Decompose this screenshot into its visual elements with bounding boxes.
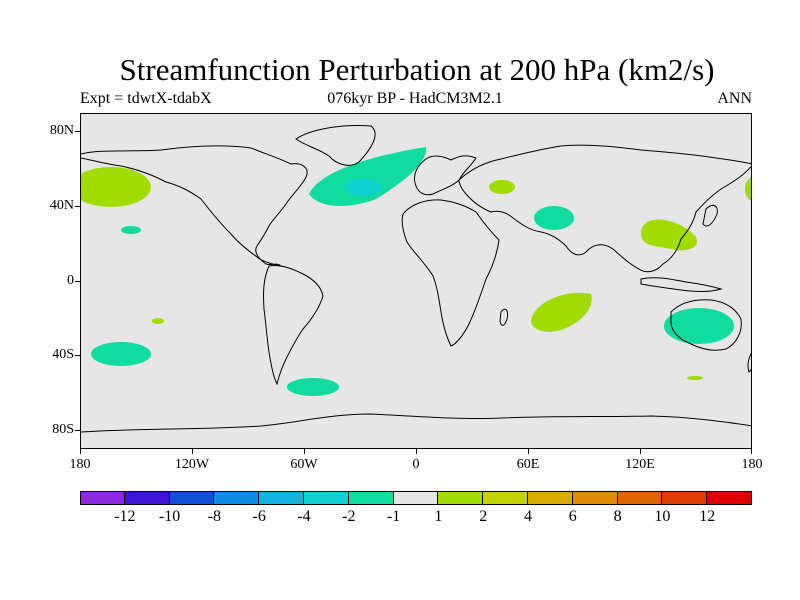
coastline-north-america bbox=[81, 145, 308, 267]
lon-label-120w: 120W bbox=[174, 457, 210, 472]
anomaly-negative-australia bbox=[664, 308, 734, 344]
colorbar-label: 8 bbox=[613, 508, 622, 525]
colorbar-label: 6 bbox=[568, 508, 577, 525]
coastline-japan bbox=[702, 204, 718, 227]
colorbar-swatch bbox=[617, 491, 663, 505]
colorbar-swatch bbox=[214, 491, 260, 505]
lat-label-40s: 40S bbox=[52, 347, 74, 362]
map-title: Streamfunction Perturbation at 200 hPa (… bbox=[119, 52, 715, 87]
colorbar-swatch bbox=[483, 491, 528, 505]
lat-tick bbox=[75, 206, 80, 207]
map-canvas bbox=[81, 125, 751, 433]
coastline-madagascar bbox=[499, 308, 508, 326]
lon-tick bbox=[416, 449, 417, 454]
colorbar-swatch bbox=[124, 491, 170, 505]
lon-tick bbox=[304, 449, 305, 454]
lon-tick bbox=[528, 449, 529, 454]
colorbar-swatch bbox=[80, 491, 125, 505]
lon-tick bbox=[751, 449, 752, 454]
colorbar-label: -4 bbox=[297, 508, 311, 525]
lon-label-120e: 120E bbox=[625, 457, 655, 472]
colorbar-label: 10 bbox=[654, 508, 671, 525]
coastline-asia bbox=[458, 144, 751, 273]
colorbar-label: -12 bbox=[114, 508, 136, 525]
lat-label-0: 0 bbox=[67, 273, 74, 288]
lat-label-80s: 80S bbox=[52, 422, 74, 437]
colorbar-swatch bbox=[572, 491, 618, 505]
lat-tick bbox=[75, 281, 80, 282]
anomaly-negative-north-atlantic-core bbox=[345, 178, 381, 196]
experiment-label: Expt = tdwtX-tdabX bbox=[80, 90, 212, 107]
colorbar-label: 4 bbox=[524, 508, 532, 525]
coastline-africa bbox=[401, 199, 500, 347]
colorbar-swatch bbox=[259, 491, 304, 505]
season-label: ANN bbox=[717, 90, 752, 107]
anomaly-shading bbox=[81, 147, 751, 396]
colorbar-label: -1 bbox=[386, 508, 401, 525]
lat-tick bbox=[75, 430, 80, 431]
colorbar-label: 2 bbox=[479, 508, 488, 525]
colorbar-swatch bbox=[662, 491, 708, 505]
colorbar-swatch bbox=[438, 491, 484, 505]
coastline-indonesia bbox=[640, 277, 723, 292]
colorbar-swatch bbox=[304, 491, 349, 505]
coastline-europe bbox=[413, 155, 477, 196]
lat-tick bbox=[75, 131, 80, 132]
anomaly-negative-middle-east bbox=[534, 206, 574, 230]
anomaly-positive-west-pacific bbox=[641, 219, 698, 251]
lon-label-60e: 60E bbox=[516, 457, 540, 472]
coastlines bbox=[81, 125, 751, 433]
colorbar-swatch bbox=[348, 491, 394, 505]
colorbar-label: -10 bbox=[158, 508, 181, 525]
anomaly-negative-south-pacific bbox=[91, 342, 151, 366]
lon-label-60w: 60W bbox=[290, 457, 318, 472]
colorbar-swatch bbox=[169, 491, 215, 505]
lat-tick bbox=[75, 355, 80, 356]
anomaly-positive-tasman bbox=[687, 376, 703, 380]
anomaly-positive-eurasia bbox=[489, 180, 515, 194]
colorbar-label: -2 bbox=[342, 508, 356, 525]
lon-label-180-west: 180 bbox=[69, 457, 91, 472]
lon-tick bbox=[80, 449, 81, 454]
lat-label-80n: 80N bbox=[49, 123, 74, 138]
colorbar-swatch bbox=[393, 491, 439, 505]
lon-tick bbox=[192, 449, 193, 454]
colorbar-label: -6 bbox=[252, 508, 266, 525]
lon-label-180-east: 180 bbox=[741, 457, 763, 472]
coastline-australia bbox=[670, 299, 742, 351]
colorbar bbox=[80, 491, 752, 505]
colorbar-label: 12 bbox=[699, 508, 716, 525]
coastline-south-america bbox=[263, 265, 324, 386]
world-map bbox=[80, 113, 752, 449]
lon-label-0: 0 bbox=[412, 457, 420, 472]
coastline-new-zealand bbox=[747, 352, 751, 373]
anomaly-positive-north-pacific-west bbox=[81, 167, 151, 207]
colorbar-label: -8 bbox=[207, 508, 222, 525]
anomaly-positive-north-pacific-east bbox=[745, 177, 751, 201]
anomaly-negative-south-atlantic bbox=[287, 378, 339, 396]
lon-tick bbox=[640, 449, 641, 454]
lat-label-40n: 40N bbox=[49, 198, 74, 213]
anomaly-positive-indian-ocean bbox=[531, 292, 592, 332]
colorbar-swatch bbox=[528, 491, 573, 505]
anomaly-negative-north-atlantic bbox=[309, 147, 427, 206]
period-model-label: 076kyr BP - HadCM3M2.1 bbox=[327, 90, 503, 107]
coastline-antarctica bbox=[81, 413, 751, 433]
colorbar-label: 1 bbox=[434, 508, 443, 525]
anomaly-negative-pacific-small bbox=[121, 226, 141, 234]
anomaly-positive-south-pacific-small bbox=[152, 318, 164, 324]
coastline-greenland bbox=[295, 125, 376, 166]
colorbar-swatch bbox=[707, 491, 752, 505]
